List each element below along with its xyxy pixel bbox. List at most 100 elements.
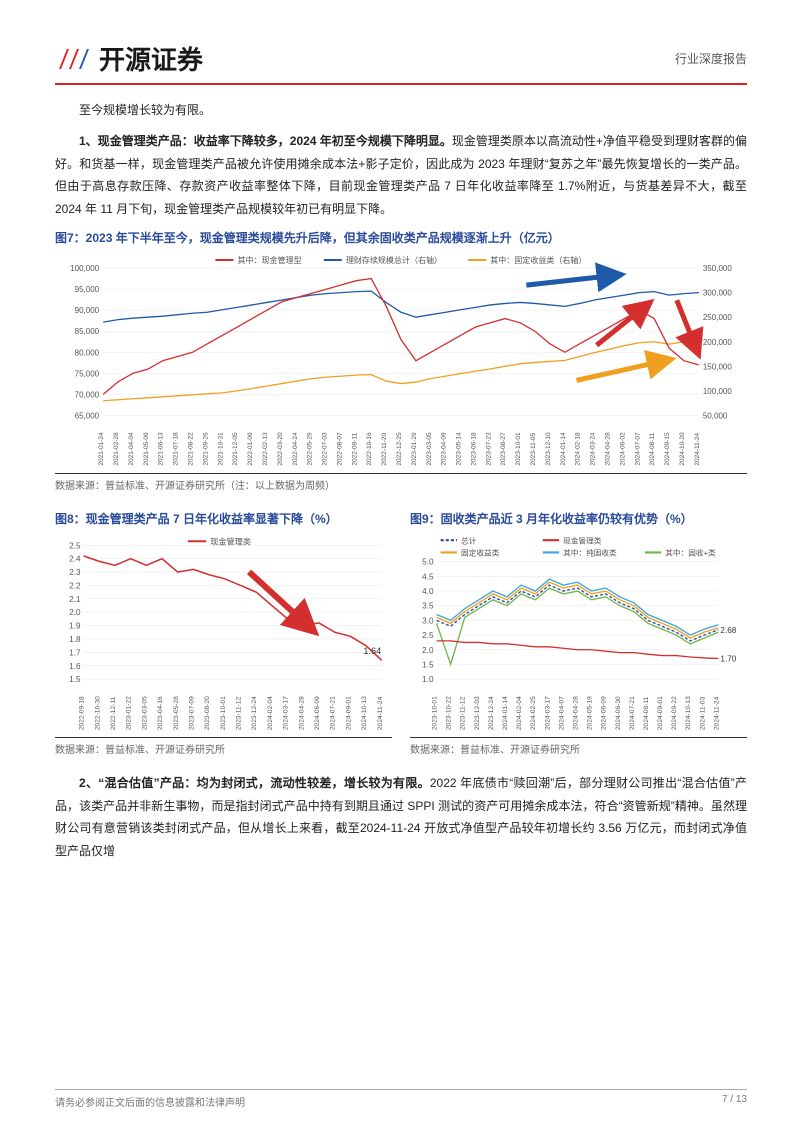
- svg-text:2.4: 2.4: [69, 554, 81, 563]
- svg-text:75,000: 75,000: [75, 369, 100, 378]
- svg-text:2022-12-25: 2022-12-25: [396, 432, 403, 466]
- svg-text:2021-08-22: 2021-08-22: [188, 432, 195, 466]
- svg-text:2024-01-14: 2024-01-14: [560, 432, 567, 466]
- svg-text:现金管理类: 现金管理类: [563, 535, 602, 545]
- svg-text:2024-11-03: 2024-11-03: [699, 696, 706, 730]
- svg-text:2023-12-10: 2023-12-10: [545, 432, 552, 466]
- svg-text:2021-02-28: 2021-02-28: [113, 432, 120, 466]
- svg-text:2.2: 2.2: [69, 581, 81, 590]
- fig8-chart: 1.51.61.71.81.92.02.12.22.32.42.52022-09…: [55, 531, 392, 735]
- svg-text:1.9: 1.9: [69, 621, 81, 630]
- svg-text:2021-05-09: 2021-05-09: [143, 432, 150, 466]
- page-number: 7 / 13: [722, 1094, 747, 1109]
- svg-text:85,000: 85,000: [75, 327, 100, 336]
- svg-text:1.70: 1.70: [720, 654, 736, 663]
- svg-text:65,000: 65,000: [75, 411, 100, 420]
- page-header: 开源证券 行业深度报告: [55, 40, 747, 85]
- svg-text:2022-10-30: 2022-10-30: [94, 696, 101, 730]
- svg-text:2024-10-13: 2024-10-13: [361, 696, 368, 730]
- footer-disclaimer: 请务必参阅正文后面的信息披露和法律声明: [55, 1094, 245, 1109]
- svg-text:2022-09-11: 2022-09-11: [351, 432, 358, 465]
- svg-text:2023-04-16: 2023-04-16: [157, 696, 164, 730]
- svg-text:现金管理类: 现金管理类: [210, 536, 251, 546]
- svg-text:1.5: 1.5: [422, 660, 434, 669]
- svg-text:2023-07-09: 2023-07-09: [188, 696, 195, 730]
- svg-text:150,000: 150,000: [703, 362, 733, 371]
- logo-icon: [55, 41, 91, 77]
- svg-text:2022-09-18: 2022-09-18: [79, 696, 86, 730]
- page-footer: 请务必参阅正文后面的信息披露和法律声明 7 / 13: [55, 1089, 747, 1109]
- svg-text:2022-07-03: 2022-07-03: [322, 432, 329, 466]
- svg-text:2024-11-24: 2024-11-24: [377, 696, 384, 730]
- svg-text:1.0: 1.0: [422, 675, 434, 684]
- svg-text:2.3: 2.3: [69, 568, 81, 577]
- svg-text:2024-11-24: 2024-11-24: [694, 432, 701, 465]
- fig8-title: 图8：现金管理类产品 7 日年化收益率显著下降（%）: [55, 510, 392, 527]
- svg-text:2023-10-22: 2023-10-22: [446, 696, 453, 730]
- svg-text:2023-01-22: 2023-01-22: [126, 696, 133, 730]
- svg-text:2024-10-20: 2024-10-20: [679, 432, 686, 466]
- svg-text:2022-08-07: 2022-08-07: [336, 432, 343, 466]
- svg-text:2021-07-18: 2021-07-18: [173, 432, 180, 466]
- logo-text: 开源证券: [99, 40, 203, 77]
- svg-text:2.5: 2.5: [422, 631, 434, 640]
- svg-text:理财存续规模总计（右轴）: 理财存续规模总计（右轴）: [346, 255, 442, 265]
- svg-text:1.5: 1.5: [69, 675, 81, 684]
- svg-text:2023-11-12: 2023-11-12: [460, 696, 467, 730]
- svg-text:2024-03-17: 2024-03-17: [544, 696, 551, 730]
- svg-text:2024-11-24: 2024-11-24: [713, 696, 720, 730]
- svg-text:100,000: 100,000: [703, 387, 733, 396]
- fig8-source: 数据来源：普益标准、开源证券研究所: [55, 737, 392, 756]
- svg-text:2.5: 2.5: [69, 541, 81, 550]
- svg-text:2024-06-09: 2024-06-09: [601, 696, 608, 730]
- report-type: 行业深度报告: [675, 50, 747, 67]
- svg-text:2.0: 2.0: [69, 608, 81, 617]
- company-logo: 开源证券: [55, 40, 203, 77]
- svg-text:4.5: 4.5: [422, 572, 434, 581]
- svg-text:2023-12-24: 2023-12-24: [488, 696, 495, 730]
- svg-text:200,000: 200,000: [703, 338, 733, 347]
- svg-text:90,000: 90,000: [75, 306, 100, 315]
- svg-text:1.8: 1.8: [69, 635, 81, 644]
- svg-text:2.68: 2.68: [720, 625, 736, 634]
- paragraph-2: 2、“混合估值”产品：均为封闭式，流动性较差，增长较为有限。2022 年底债市“…: [55, 772, 747, 863]
- svg-text:300,000: 300,000: [703, 289, 733, 298]
- svg-text:2023-01-29: 2023-01-29: [411, 432, 418, 466]
- svg-text:250,000: 250,000: [703, 313, 733, 322]
- fig7-chart: 65,00070,00075,00080,00085,00090,00095,0…: [55, 250, 747, 471]
- svg-text:2023-11-05: 2023-11-05: [530, 432, 537, 465]
- svg-text:总计: 总计: [461, 535, 477, 545]
- svg-text:2023-11-12: 2023-11-12: [236, 696, 243, 730]
- fig9-svg: 1.01.52.02.53.03.54.04.55.02023-10-01202…: [410, 531, 747, 735]
- svg-text:2022-01-09: 2022-01-09: [247, 432, 254, 466]
- svg-text:2022-12-11: 2022-12-11: [110, 696, 117, 730]
- svg-text:固定收益类: 固定收益类: [461, 547, 500, 557]
- fig9-chart: 1.01.52.02.53.03.54.04.55.02023-10-01202…: [410, 531, 747, 735]
- svg-text:2024-09-15: 2024-09-15: [664, 432, 671, 466]
- svg-text:2024-04-28: 2024-04-28: [604, 432, 611, 466]
- fig7-title: 图7：2023 年下半年至今，现金管理类规模先升后降，但其余固收类产品规模逐渐上…: [55, 229, 747, 246]
- svg-text:50,000: 50,000: [703, 411, 728, 420]
- svg-text:2021-10-31: 2021-10-31: [217, 432, 224, 466]
- svg-text:2022-02-13: 2022-02-13: [262, 432, 269, 466]
- svg-text:2024-02-04: 2024-02-04: [267, 696, 274, 730]
- svg-text:4.0: 4.0: [422, 587, 434, 596]
- svg-text:2024-09-22: 2024-09-22: [671, 696, 678, 730]
- svg-text:2024-09-01: 2024-09-01: [657, 696, 664, 730]
- svg-text:100,000: 100,000: [70, 264, 100, 273]
- svg-text:其中：固定收益类（右轴）: 其中：固定收益类（右轴）: [490, 255, 586, 265]
- svg-text:2024-07-07: 2024-07-07: [634, 432, 641, 466]
- svg-text:2024-06-02: 2024-06-02: [619, 432, 626, 466]
- svg-text:2024-06-30: 2024-06-30: [615, 696, 622, 730]
- svg-text:2023-10-01: 2023-10-01: [220, 696, 227, 730]
- svg-text:其中：现金管理型: 其中：现金管理型: [238, 255, 302, 265]
- svg-text:2024-08-11: 2024-08-11: [643, 696, 650, 730]
- svg-text:2023-12-24: 2023-12-24: [251, 696, 258, 730]
- svg-text:2021-12-05: 2021-12-05: [232, 432, 239, 466]
- svg-text:2022-11-20: 2022-11-20: [381, 432, 388, 465]
- fig7-svg: 65,00070,00075,00080,00085,00090,00095,0…: [55, 250, 747, 471]
- svg-text:2024-10-13: 2024-10-13: [685, 696, 692, 730]
- svg-text:2023-10-01: 2023-10-01: [515, 432, 522, 466]
- svg-text:2022-10-16: 2022-10-16: [366, 432, 373, 466]
- svg-text:2.0: 2.0: [422, 645, 434, 654]
